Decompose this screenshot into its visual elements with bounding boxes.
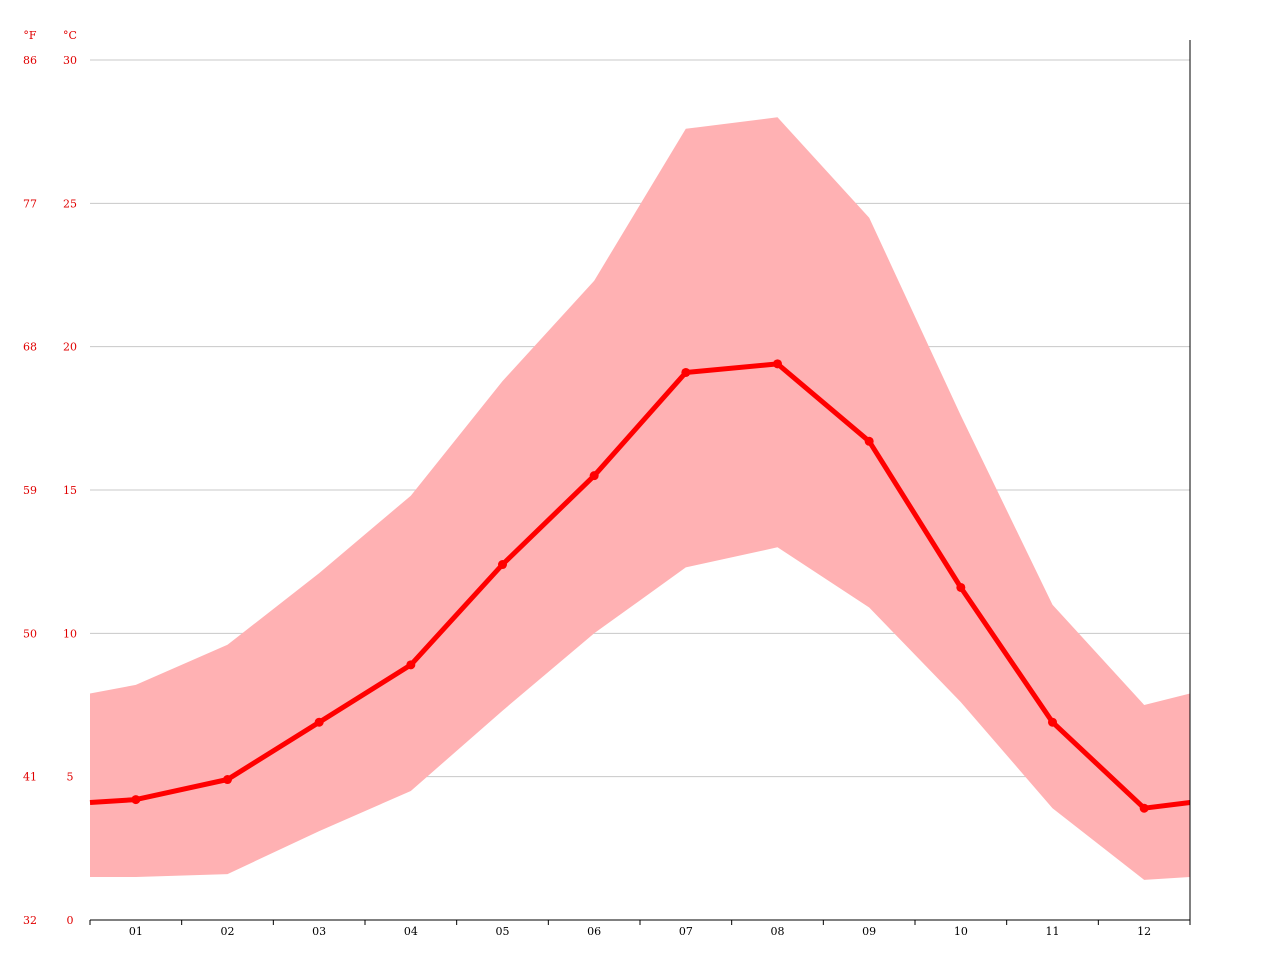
- mean-line: [89, 361, 1191, 811]
- x-tick-09: 09: [862, 925, 876, 938]
- mean-point-06: [589, 471, 599, 481]
- y-tick-c-15: 15: [63, 484, 77, 497]
- mean-point-08: [773, 359, 782, 369]
- y-tick-c-20: 20: [63, 341, 77, 354]
- y-tick-f-59: 59: [23, 484, 37, 497]
- y-tick-f-77: 77: [23, 197, 37, 210]
- x-axis-labels: 01 02 03 04 05 06 07 08 09 10 11 12: [129, 925, 1151, 938]
- x-tick-07: 07: [679, 925, 693, 938]
- y-tick-f-86: 86: [23, 54, 37, 67]
- mean-points: [131, 359, 1149, 813]
- x-tick-11: 11: [1046, 925, 1060, 938]
- y-tick-f-41: 41: [23, 771, 37, 784]
- y-tick-c-5: 5: [67, 771, 74, 784]
- y-tick-f-50: 50: [23, 627, 37, 640]
- mean-point-12: [1139, 803, 1149, 813]
- mean-point-01: [131, 795, 141, 805]
- mean-point-03: [314, 717, 324, 727]
- x-tick-01: 01: [129, 925, 143, 938]
- unit-celsius: °C: [63, 29, 77, 42]
- y-tick-c-25: 25: [63, 197, 77, 210]
- x-tick-04: 04: [404, 925, 418, 938]
- mean-point-02: [223, 775, 232, 785]
- y-axis-labels: °F °C 0 32 5 41 10 50 15 59 20 68 25 77 30 86: [23, 29, 77, 927]
- y-tick-c-0: 0: [67, 914, 74, 927]
- x-tick-02: 02: [221, 925, 235, 938]
- axes: [89, 40, 1191, 925]
- x-tick-05: 05: [496, 925, 510, 938]
- min-max-band: [90, 117, 1190, 880]
- mean-point-07: [681, 367, 691, 377]
- mean-point-11: [1048, 717, 1057, 727]
- y-tick-f-32: 32: [23, 914, 37, 927]
- x-tick-08: 08: [771, 925, 785, 938]
- unit-fahrenheit: °F: [23, 29, 37, 42]
- y-tick-c-30: 30: [63, 54, 77, 67]
- x-tick-12: 12: [1137, 925, 1151, 938]
- mean-point-09: [864, 436, 874, 446]
- mean-point-05: [498, 560, 507, 570]
- x-tick-10: 10: [954, 925, 968, 938]
- mean-point-04: [406, 660, 416, 670]
- y-tick-c-10: 10: [63, 627, 77, 640]
- x-tick-06: 06: [587, 925, 601, 938]
- y-tick-f-68: 68: [23, 341, 37, 354]
- mean-point-10: [956, 582, 966, 592]
- x-tick-03: 03: [312, 925, 326, 938]
